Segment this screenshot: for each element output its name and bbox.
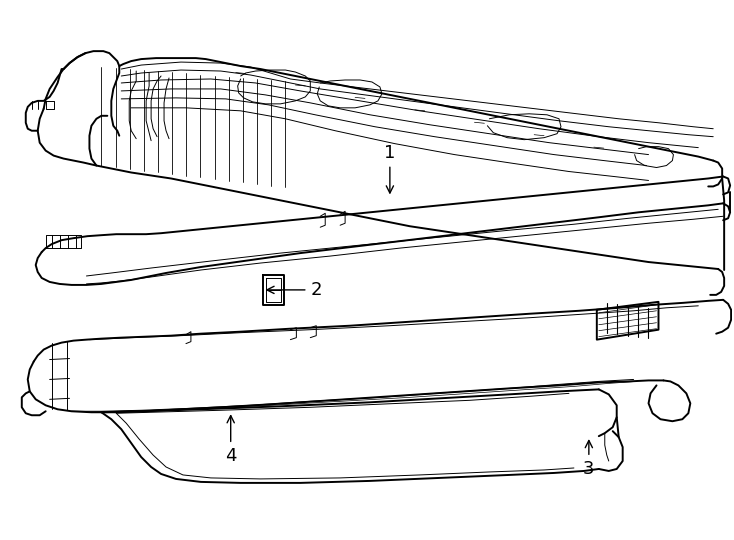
Text: 2: 2: [267, 281, 322, 299]
Text: 3: 3: [583, 441, 595, 478]
Text: 4: 4: [225, 416, 236, 465]
Text: 1: 1: [384, 144, 396, 193]
